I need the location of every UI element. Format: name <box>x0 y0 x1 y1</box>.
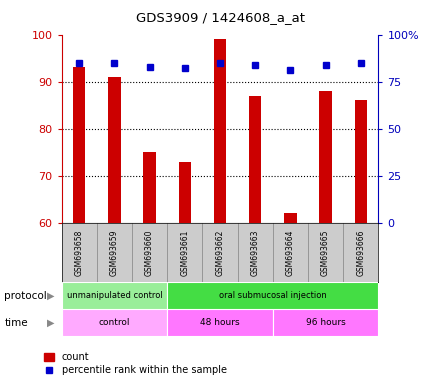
Text: time: time <box>4 318 28 328</box>
Text: GSM693661: GSM693661 <box>180 229 189 276</box>
Bar <box>355 100 367 223</box>
Text: GSM693659: GSM693659 <box>110 229 119 276</box>
Legend: count, percentile rank within the sample: count, percentile rank within the sample <box>44 353 227 375</box>
Bar <box>62 282 167 309</box>
Bar <box>167 309 273 336</box>
Text: protocol: protocol <box>4 291 47 301</box>
Text: GSM693662: GSM693662 <box>216 229 224 276</box>
Bar <box>167 282 378 309</box>
Text: control: control <box>99 318 130 327</box>
Bar <box>179 162 191 223</box>
Bar <box>284 213 297 223</box>
Bar <box>62 309 167 336</box>
Bar <box>249 96 261 223</box>
Bar <box>108 77 121 223</box>
Bar <box>143 152 156 223</box>
Text: unmanipulated control: unmanipulated control <box>66 291 162 300</box>
Text: GSM693666: GSM693666 <box>356 229 365 276</box>
Text: ▶: ▶ <box>47 291 55 301</box>
Bar <box>319 91 332 223</box>
Text: GSM693660: GSM693660 <box>145 229 154 276</box>
Text: GSM693663: GSM693663 <box>251 229 260 276</box>
Text: ▶: ▶ <box>47 318 55 328</box>
Text: oral submucosal injection: oral submucosal injection <box>219 291 326 300</box>
Text: GDS3909 / 1424608_a_at: GDS3909 / 1424608_a_at <box>136 12 304 25</box>
Text: 96 hours: 96 hours <box>306 318 345 327</box>
Text: GSM693665: GSM693665 <box>321 229 330 276</box>
Bar <box>73 68 85 223</box>
Text: 48 hours: 48 hours <box>200 318 240 327</box>
Bar <box>214 39 226 223</box>
Text: GSM693658: GSM693658 <box>75 229 84 276</box>
Bar <box>273 309 378 336</box>
Text: GSM693664: GSM693664 <box>286 229 295 276</box>
